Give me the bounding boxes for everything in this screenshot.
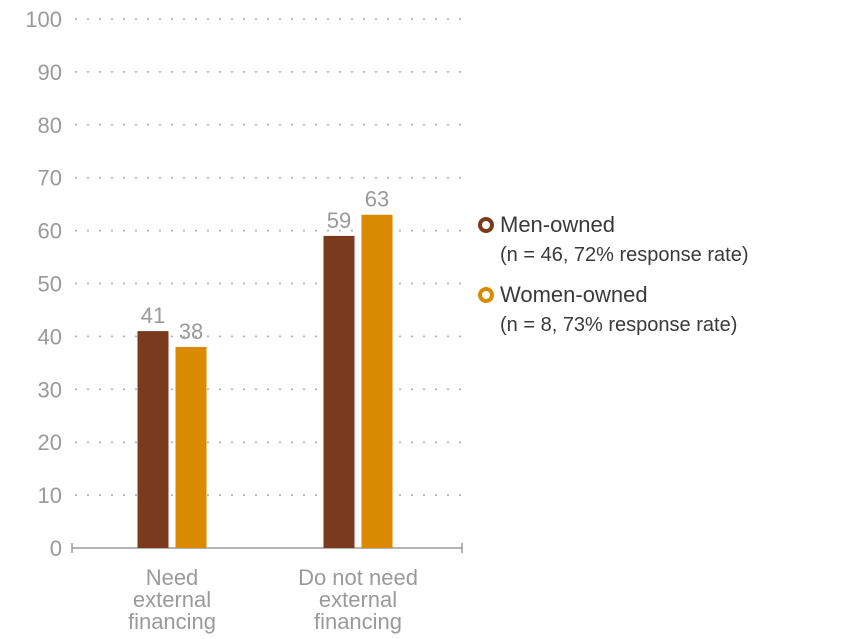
data-label-women-0: 38 xyxy=(179,319,203,344)
legend: Men-owned (n = 46, 72% response rate) Wo… xyxy=(478,210,843,350)
bar-men-1 xyxy=(323,235,355,548)
y-tick-label-90: 90 xyxy=(38,60,62,85)
bar-men-0 xyxy=(137,331,169,548)
y-tick-label-60: 60 xyxy=(38,219,62,244)
y-tick-label-70: 70 xyxy=(38,166,62,191)
bar-women-0 xyxy=(175,346,207,548)
y-tick-label-20: 20 xyxy=(38,430,62,455)
y-tick-label-40: 40 xyxy=(38,324,62,349)
bar-women-1 xyxy=(361,214,393,549)
data-label-men-1: 59 xyxy=(327,208,351,233)
y-tick-label-100: 100 xyxy=(25,7,62,32)
x-category-label-1: Do not need external financing xyxy=(298,565,418,634)
legend-label-men: Men-owned xyxy=(500,212,615,237)
x-category-label-0: Need external financing xyxy=(128,565,216,634)
legend-item-men: Men-owned (n = 46, 72% response rate) xyxy=(478,210,843,270)
y-tick-label-80: 80 xyxy=(38,113,62,138)
legend-marker-men xyxy=(478,217,494,233)
legend-label-women: Women-owned xyxy=(500,282,648,307)
data-label-men-0: 41 xyxy=(141,303,165,328)
y-tick-label-10: 10 xyxy=(38,483,62,508)
y-tick-label-30: 30 xyxy=(38,377,62,402)
legend-marker-women xyxy=(478,287,494,303)
y-tick-label-50: 50 xyxy=(38,272,62,297)
y-tick-label-0: 0 xyxy=(50,536,62,561)
legend-note-men: (n = 46, 72% response rate) xyxy=(500,244,749,266)
data-label-women-1: 63 xyxy=(365,187,389,212)
legend-note-women: (n = 8, 73% response rate) xyxy=(500,314,738,336)
legend-item-women: Women-owned (n = 8, 73% response rate) xyxy=(478,280,843,340)
